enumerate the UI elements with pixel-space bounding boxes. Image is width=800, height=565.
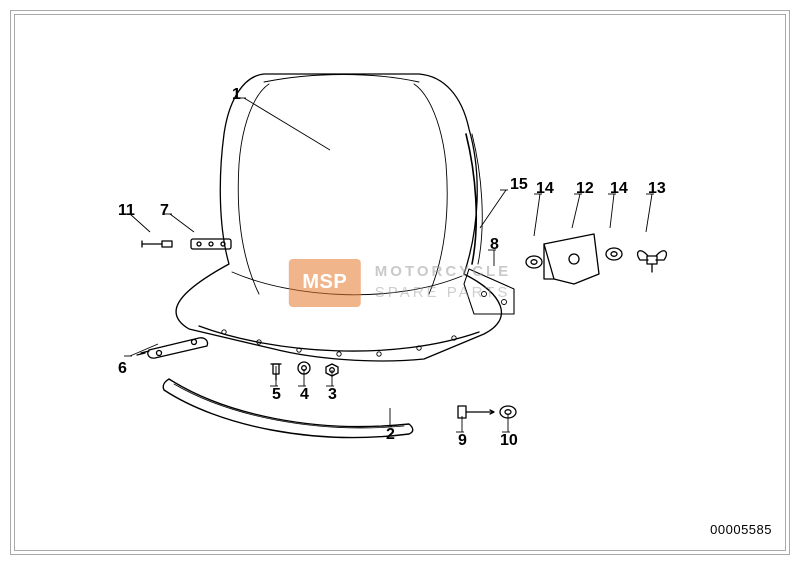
callout-6: 6: [118, 360, 127, 378]
callout-1: 1: [232, 86, 241, 104]
callout-12: 12: [576, 180, 594, 198]
callout-7: 7: [160, 202, 169, 220]
callout-14: 14: [536, 180, 554, 198]
callout-2: 2: [386, 426, 395, 444]
callout-10: 10: [500, 432, 518, 450]
callout-4: 4: [300, 386, 309, 404]
callout-14: 14: [610, 180, 628, 198]
callout-5: 5: [272, 386, 281, 404]
exploded-diagram: [14, 14, 786, 551]
diagram-id: 00005585: [710, 522, 772, 537]
callout-15: 15: [510, 176, 528, 194]
callout-8: 8: [490, 236, 499, 254]
callout-9: 9: [458, 432, 467, 450]
callout-3: 3: [328, 386, 337, 404]
callout-11: 11: [118, 202, 135, 220]
callout-13: 13: [648, 180, 666, 198]
